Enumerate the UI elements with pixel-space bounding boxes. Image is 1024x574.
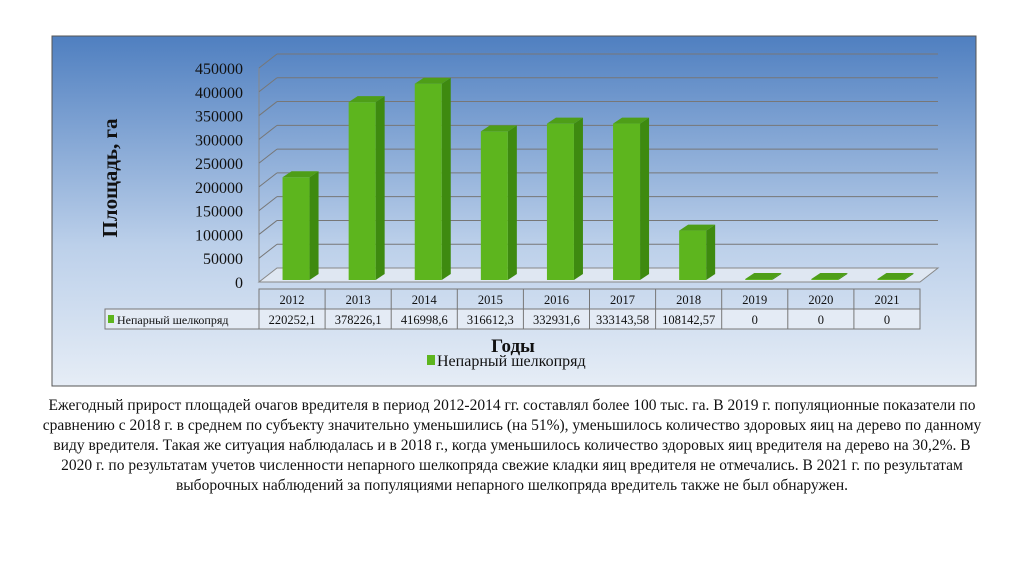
- bar-top: [348, 96, 385, 103]
- table-value: 0: [818, 313, 824, 327]
- y-tick-label: 150000: [195, 204, 243, 221]
- table-value: 332931,6: [533, 313, 580, 327]
- table-year: 2020: [808, 293, 833, 307]
- table-year: 2015: [478, 293, 503, 307]
- caption-text: Ежегодный прирост площадей очагов вредит…: [42, 397, 982, 494]
- gridline-side: [258, 101, 278, 116]
- bar-top: [811, 273, 848, 279]
- legend-label: Непарный шелкопряд: [437, 353, 586, 370]
- bar-front: [414, 83, 442, 280]
- bar-2021: [877, 273, 914, 280]
- bar-front: [480, 131, 508, 280]
- bar-2015: [480, 125, 517, 280]
- gridline-side: [258, 53, 278, 69]
- bar-top: [546, 117, 583, 124]
- bar-chart: 0 50000 100000 150000 200000 250000 300000 3500…: [51, 35, 977, 387]
- bar-front: [745, 279, 773, 280]
- y-tick-label: 300000: [195, 132, 243, 149]
- bar-top: [745, 273, 782, 279]
- table-value: 220252,1: [269, 313, 316, 327]
- bar-front: [679, 230, 707, 280]
- table-value: 0: [884, 313, 890, 327]
- bar-side: [375, 96, 385, 280]
- bar-2018: [679, 224, 716, 280]
- y-tick-label: 400000: [195, 85, 243, 102]
- gridline-side: [258, 77, 278, 93]
- table-year: 2018: [676, 293, 701, 307]
- table-value: 316612,3: [467, 313, 514, 327]
- gridline-side: [258, 172, 278, 188]
- table-value: 333143,58: [596, 313, 649, 327]
- y-tick-label: 50000: [203, 251, 243, 268]
- table-year: 2021: [874, 293, 899, 307]
- table-legend-swatch: [108, 315, 114, 323]
- bar-2019: [745, 273, 782, 280]
- table-year: 2014: [412, 293, 438, 307]
- bar-top: [414, 77, 451, 84]
- legend-swatch: [427, 355, 435, 365]
- table-value: 378226,1: [335, 313, 382, 327]
- bar-top: [613, 117, 650, 124]
- bar-front: [877, 279, 905, 280]
- bar-front: [348, 102, 376, 280]
- table-value: 0: [752, 313, 758, 327]
- bar-2020: [811, 273, 848, 280]
- data-table: Непарный шелкопряд 2012 220252,1 2013 378226…: [104, 288, 921, 330]
- bar-2012: [282, 171, 319, 280]
- bar-side: [507, 125, 517, 280]
- table-year: 2019: [742, 293, 767, 307]
- bar-front: [282, 177, 310, 280]
- bar-2014: [414, 77, 451, 280]
- y-tick-labels: 0 50000 100000 150000 200000 250000 300000 3500…: [195, 61, 243, 292]
- y-axis-label: Площадь, га: [98, 118, 122, 238]
- bar-2016: [546, 117, 583, 280]
- bar-top: [282, 171, 319, 178]
- y-tick-label: 200000: [195, 180, 243, 197]
- bar-front: [546, 123, 574, 280]
- gridline-side: [258, 148, 278, 164]
- table-value: 416998,6: [401, 313, 448, 327]
- bar-2017: [613, 117, 650, 280]
- table-year: 2013: [346, 293, 371, 307]
- bar-side: [838, 273, 848, 280]
- table-year: 2016: [544, 293, 569, 307]
- bar-side: [772, 273, 782, 280]
- gridline-side: [258, 124, 278, 140]
- bar-side: [904, 273, 914, 280]
- y-tick-label: 450000: [195, 61, 243, 78]
- bar-top: [480, 125, 517, 132]
- y-tick-label: 350000: [195, 109, 243, 126]
- y-tick-label: 0: [235, 275, 243, 292]
- bars: [282, 77, 914, 280]
- table-year: 2012: [280, 293, 305, 307]
- gridline-side: [258, 196, 278, 212]
- bar-top: [877, 273, 914, 279]
- table-year: 2017: [610, 293, 635, 307]
- gridline-side: [258, 220, 278, 235]
- bar-side: [441, 77, 451, 280]
- bar-side: [706, 224, 716, 280]
- y-tick-label: 100000: [195, 227, 243, 244]
- bar-side: [573, 117, 583, 280]
- table-series-label: Непарный шелкопряд: [117, 313, 228, 327]
- bar-side: [309, 171, 319, 280]
- bar-top: [679, 224, 716, 231]
- table-value: 108142,57: [662, 313, 715, 327]
- y-tick-label: 250000: [195, 156, 243, 173]
- bar-side: [640, 117, 650, 280]
- x-axis-label: Годы: [491, 336, 535, 357]
- gridline-side: [258, 243, 278, 259]
- bar-2013: [348, 96, 385, 280]
- bar-front: [811, 279, 839, 280]
- bar-front: [613, 123, 641, 280]
